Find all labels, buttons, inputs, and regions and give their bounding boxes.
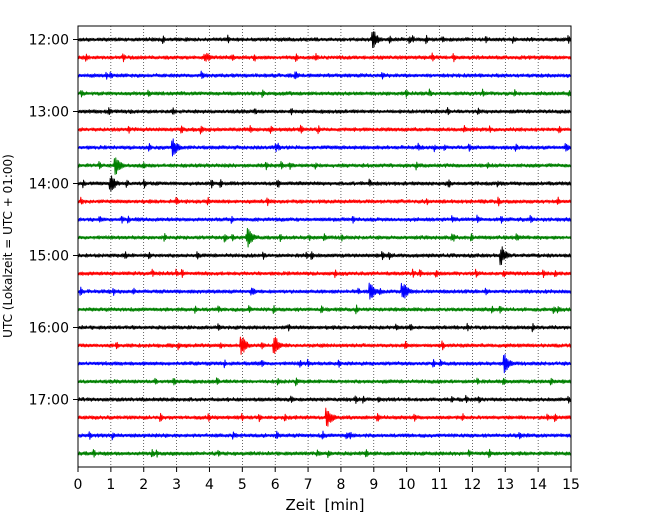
- x-tick-label: 8: [336, 477, 345, 493]
- y-tick-label: 14:00: [29, 177, 69, 193]
- seismic-trace: [77, 394, 572, 404]
- seismic-trace: [77, 282, 572, 300]
- seismic-trace: [77, 377, 572, 387]
- x-tick-label: 0: [74, 477, 83, 493]
- seismic-trace: [77, 407, 572, 427]
- seismic-trace: [77, 304, 572, 315]
- seismic-trace: [77, 322, 572, 333]
- y-tick-label: 16:00: [29, 321, 69, 337]
- x-tick-label: 12: [463, 477, 481, 493]
- seismic-trace: [77, 336, 572, 355]
- seismic-trace: [77, 196, 572, 207]
- y-tick-label: 15:00: [29, 249, 69, 265]
- x-axis-title: Zeit [min]: [285, 496, 364, 514]
- x-tick-label: 7: [304, 477, 313, 493]
- y-axis: 12:00 13:00 14:00 15:00 16:00 17:00: [29, 33, 78, 409]
- seismic-trace: [77, 157, 572, 175]
- x-tick-label: 13: [496, 477, 514, 493]
- x-tick-label: 11: [431, 477, 449, 493]
- x-tick-label: 1: [106, 477, 115, 493]
- x-tick-label: 14: [529, 477, 547, 493]
- seismic-trace: [77, 268, 572, 279]
- seismic-trace: [77, 138, 572, 157]
- seismic-trace: [77, 70, 572, 80]
- trace-group: [77, 31, 572, 459]
- y-tick-label: 17:00: [29, 393, 69, 409]
- seismic-trace: [77, 246, 572, 266]
- x-tick-label: 2: [139, 477, 148, 493]
- x-tick-label: 15: [562, 477, 580, 493]
- seismic-trace: [77, 175, 572, 192]
- seismic-trace: [77, 227, 572, 248]
- seismic-trace: [77, 52, 572, 63]
- y-axis-title: UTC (Lokalzeit = UTC + 01:00): [1, 154, 15, 338]
- x-tick-label: 4: [205, 477, 214, 493]
- seismic-trace: [77, 430, 572, 441]
- y-tick-label: 13:00: [29, 105, 69, 121]
- x-tick-label: 5: [238, 477, 247, 493]
- x-tick-label: 6: [271, 477, 280, 493]
- y-tick-label: 12:00: [29, 33, 69, 49]
- x-tick-label: 10: [398, 477, 416, 493]
- seismic-trace: [77, 88, 572, 98]
- seismic-trace: [77, 214, 572, 224]
- seismic-trace: [77, 448, 572, 459]
- seismic-trace: [77, 31, 572, 49]
- seismic-trace: [77, 107, 572, 116]
- seismic-trace: [77, 124, 572, 135]
- plot-background: [78, 26, 571, 467]
- seismic-trace: [77, 353, 572, 374]
- x-tick-label: 9: [369, 477, 378, 493]
- x-axis: 0 1 2 3 4 5 6 7 8 9 10 11 12 13 14 15: [74, 467, 580, 493]
- plot-frame: [77, 25, 572, 468]
- x-tick-label: 3: [172, 477, 181, 493]
